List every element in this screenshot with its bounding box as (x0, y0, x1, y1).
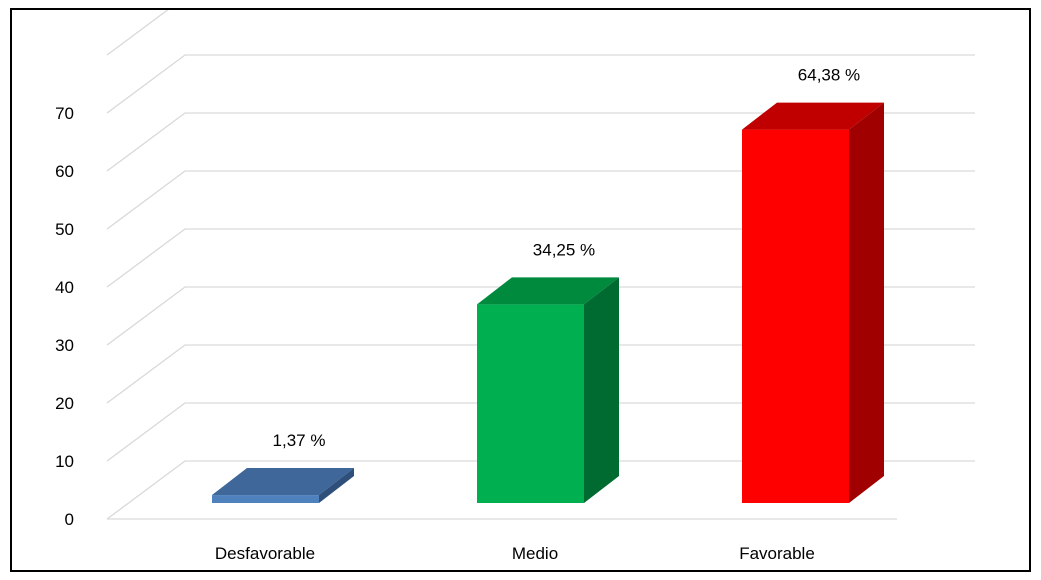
y-tick-label: 60 (55, 162, 74, 181)
y-tick-label: 20 (55, 394, 74, 413)
y-tick-label: 50 (55, 220, 74, 239)
gridline (106, 112, 975, 172)
bar-front-face (477, 304, 584, 503)
bar-desfavorable (212, 468, 354, 503)
category-label: Favorable (739, 544, 815, 563)
data-label: 34,25 % (533, 240, 595, 259)
y-tick-label: 10 (55, 452, 74, 471)
y-tick-label: 70 (55, 104, 74, 123)
category-labels: Desfavorable Medio Favorable (215, 544, 815, 563)
y-tick-label: 30 (55, 336, 74, 355)
y-tick-label: 40 (55, 278, 74, 297)
gridline (106, 402, 975, 462)
gridline (106, 170, 975, 230)
bar-top-face (477, 277, 619, 305)
bar-front-face (742, 129, 849, 503)
gridline (106, 344, 975, 404)
y-tick-label: 0 (65, 510, 74, 529)
bar-medio (477, 277, 619, 503)
data-label: 1,37 % (273, 431, 326, 450)
bar-front-face (212, 495, 319, 503)
bar-top-face (742, 102, 884, 130)
bar-top-face (212, 468, 354, 496)
bars (212, 102, 884, 503)
gridline (106, 54, 975, 114)
gridline (106, 460, 975, 520)
gridline (106, 228, 975, 288)
category-label: Desfavorable (215, 544, 315, 563)
gridline (106, 286, 975, 346)
bar-side-face (849, 102, 884, 503)
gridlines (106, 10, 975, 520)
chart-frame: 0 10 20 30 40 50 60 70 1,37 % 34,25 % 64,38 % Des… (10, 8, 1031, 572)
data-label: 64,38 % (798, 66, 860, 85)
bar-chart: 0 10 20 30 40 50 60 70 1,37 % 34,25 % 64,38 % Des… (55, 10, 975, 563)
data-labels: 1,37 % 34,25 % 64,38 % (273, 66, 861, 450)
category-label: Medio (512, 544, 558, 563)
y-axis-ticks: 0 10 20 30 40 50 60 70 (55, 104, 74, 529)
bar-favorable (742, 102, 884, 503)
bar-side-face (319, 468, 354, 503)
bar-side-face (584, 277, 619, 503)
gridline (106, 10, 169, 56)
